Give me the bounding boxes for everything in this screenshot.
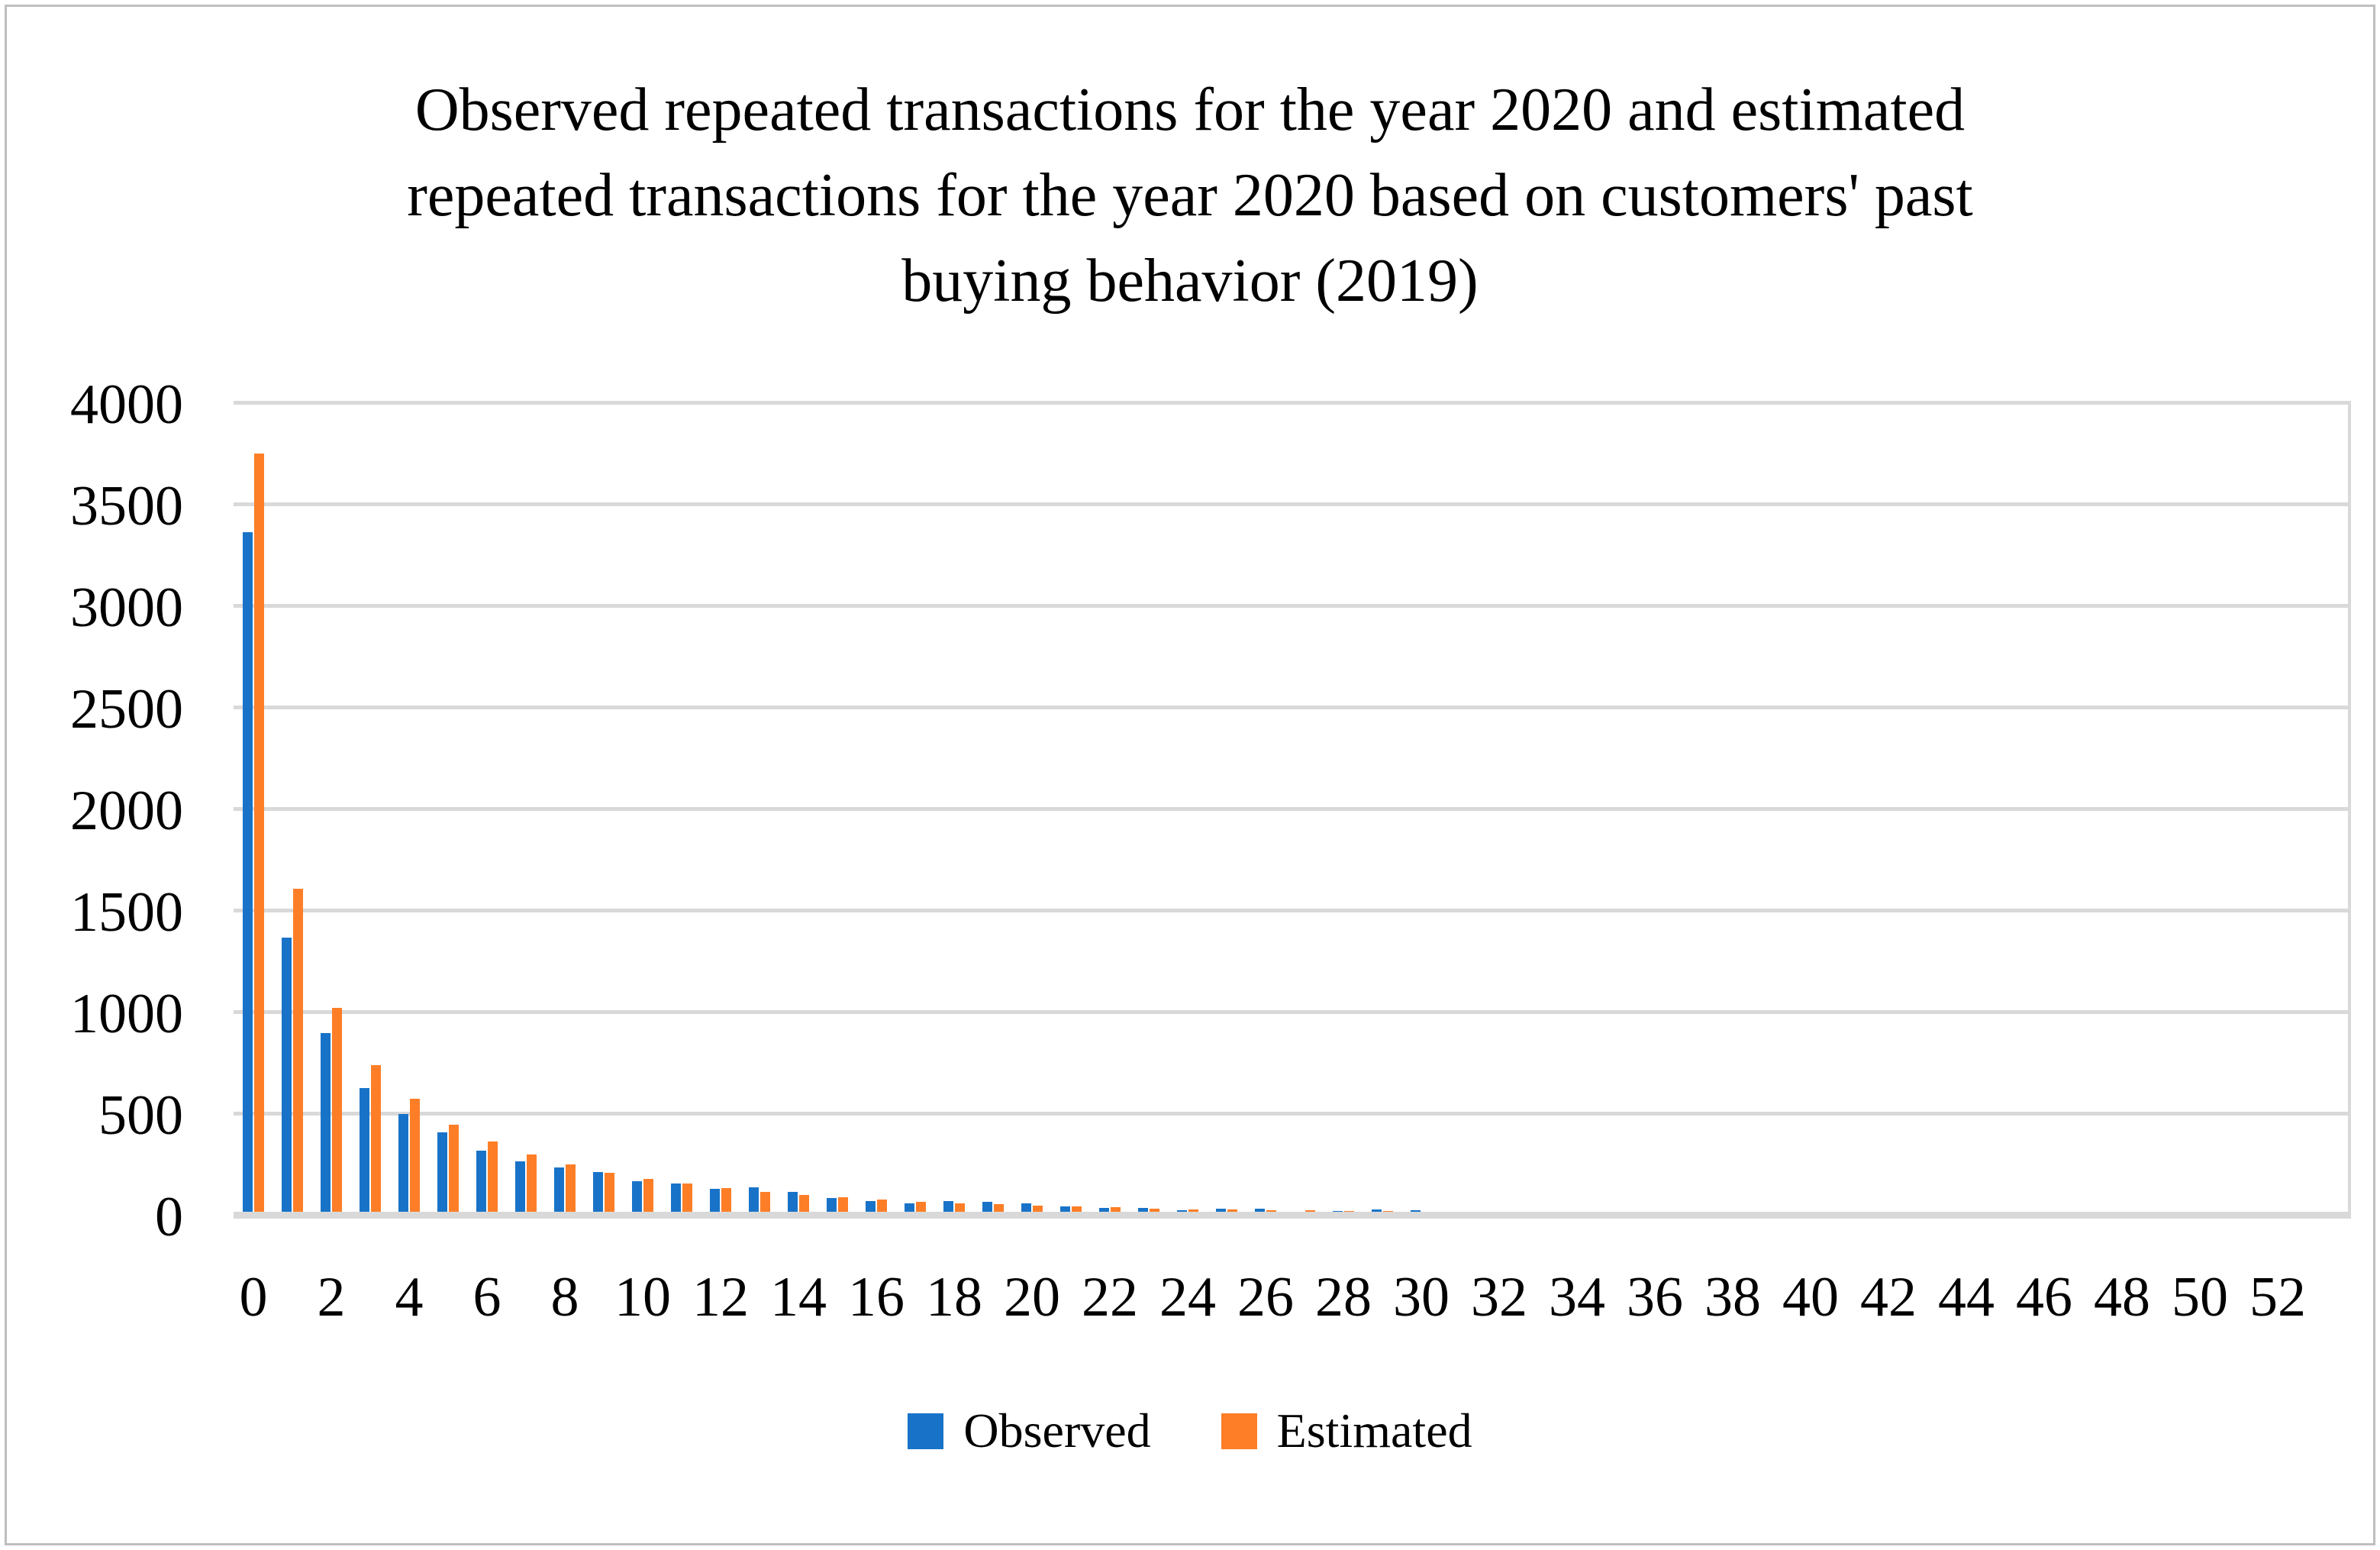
bar-estimated-9 <box>605 1172 614 1215</box>
chart-title-line-1: Observed repeated transactions for the y… <box>414 76 1966 144</box>
bar-estimated-4 <box>410 1099 420 1215</box>
x-axis-tick-label-16: 16 <box>848 1266 905 1329</box>
legend-item-observed: Observed <box>908 1403 1151 1458</box>
bar-estimated-16 <box>877 1199 887 1215</box>
bar-observed-0 <box>243 532 253 1215</box>
bar-estimated-22 <box>1111 1206 1121 1215</box>
observed-swatch-icon <box>908 1413 944 1449</box>
gridline-y-0 <box>234 1211 2351 1219</box>
y-axis-tick-label-3000: 3000 <box>70 576 183 639</box>
x-axis-tick-label-38: 38 <box>1704 1266 1761 1329</box>
x-axis-tick-label-32: 32 <box>1471 1266 1527 1329</box>
y-axis-tick-label-500: 500 <box>98 1084 183 1147</box>
legend-item-estimated: Estimated <box>1221 1406 1472 1455</box>
x-axis-tick-label-6: 6 <box>472 1266 501 1329</box>
x-axis-tick-label-0: 0 <box>239 1266 268 1329</box>
gridline-y-500 <box>234 1111 2351 1116</box>
bar-observed-6 <box>476 1151 486 1215</box>
x-axis-tick-label-26: 26 <box>1237 1266 1294 1329</box>
bar-observed-2 <box>321 1032 331 1215</box>
gridline-y-3000 <box>234 603 2351 608</box>
bar-observed-15 <box>827 1197 837 1215</box>
bar-observed-5 <box>437 1132 447 1215</box>
bar-observed-9 <box>593 1171 603 1215</box>
bar-observed-4 <box>398 1114 408 1215</box>
x-axis-tick-label-12: 12 <box>692 1266 749 1329</box>
bar-estimated-14 <box>799 1195 809 1215</box>
y-axis-tick-label-1500: 1500 <box>70 881 183 944</box>
x-axis-tick-label-50: 50 <box>2172 1266 2228 1329</box>
bar-observed-8 <box>554 1167 564 1215</box>
x-axis-tick-label-44: 44 <box>1938 1266 1995 1329</box>
bar-observed-23 <box>1138 1207 1148 1215</box>
bar-estimated-0 <box>254 453 264 1215</box>
bar-observed-1 <box>282 937 292 1215</box>
bar-estimated-10 <box>643 1179 653 1215</box>
x-axis-tick-label-18: 18 <box>926 1266 982 1329</box>
x-axis-tick-label-10: 10 <box>614 1266 671 1329</box>
bar-observed-3 <box>360 1087 369 1215</box>
bar-estimated-21 <box>1072 1206 1082 1215</box>
chart-title-line-2: repeated transactions for the year 2020 … <box>407 162 1973 229</box>
y-axis-tick-label-0: 0 <box>155 1186 183 1248</box>
bar-estimated-12 <box>721 1188 731 1215</box>
x-axis-tick-label-20: 20 <box>1004 1266 1060 1329</box>
figure-border <box>5 5 2375 1545</box>
bar-observed-12 <box>710 1188 720 1215</box>
x-axis-tick-label-46: 46 <box>2016 1266 2072 1329</box>
x-axis-tick-label-36: 36 <box>1627 1266 1683 1329</box>
bar-estimated-1 <box>293 889 303 1215</box>
x-axis-tick-label-8: 8 <box>550 1266 579 1329</box>
bar-estimated-20 <box>1033 1206 1043 1215</box>
legend-label-estimated: Estimated <box>1276 1403 1472 1458</box>
bar-observed-21 <box>1060 1206 1070 1215</box>
x-axis-tick-label-24: 24 <box>1159 1266 1216 1329</box>
bar-observed-14 <box>788 1191 798 1215</box>
estimated-swatch-icon <box>1221 1413 1257 1449</box>
bar-estimated-2 <box>332 1007 342 1215</box>
chart-title-line-3: buying behavior (2019) <box>901 247 1479 315</box>
bar-estimated-8 <box>566 1164 576 1215</box>
x-axis-tick-label-52: 52 <box>2249 1266 2306 1329</box>
x-axis-tick-label-22: 22 <box>1082 1266 1138 1329</box>
y-axis-tick-label-4000: 4000 <box>70 373 183 436</box>
bar-estimated-6 <box>488 1142 498 1215</box>
x-axis-tick-label-42: 42 <box>1860 1266 1917 1329</box>
gridline-y-2500 <box>234 705 2351 709</box>
bar-estimated-3 <box>371 1065 381 1215</box>
bar-observed-11 <box>671 1183 681 1215</box>
gridline-y-1500 <box>234 908 2351 912</box>
x-axis-tick-label-4: 4 <box>395 1266 424 1329</box>
gridline-y-3500 <box>234 502 2351 506</box>
x-axis-tick-label-40: 40 <box>1782 1266 1839 1329</box>
x-axis-tick-label-48: 48 <box>2094 1266 2150 1329</box>
x-axis-tick-label-34: 34 <box>1549 1266 1605 1329</box>
bar-estimated-5 <box>449 1124 459 1215</box>
bar-observed-22 <box>1099 1207 1109 1215</box>
y-axis-tick-label-2000: 2000 <box>70 780 183 842</box>
bar-observed-7 <box>515 1161 525 1215</box>
x-axis-tick-label-2: 2 <box>317 1266 346 1329</box>
x-axis-tick-label-28: 28 <box>1315 1266 1372 1329</box>
bar-estimated-7 <box>527 1154 537 1215</box>
gridline-y-1000 <box>234 1009 2351 1014</box>
bar-estimated-15 <box>838 1197 848 1215</box>
x-axis-tick-label-30: 30 <box>1393 1266 1450 1329</box>
y-axis-tick-label-1000: 1000 <box>70 983 183 1045</box>
bar-estimated-13 <box>760 1191 770 1215</box>
bar-estimated-11 <box>682 1183 692 1215</box>
legend: Observed Estimated <box>0 1406 2380 1455</box>
gridline-y-2000 <box>234 806 2351 811</box>
y-axis-tick-label-3500: 3500 <box>70 475 183 538</box>
bar-observed-13 <box>749 1187 759 1215</box>
legend-label-observed: Observed <box>963 1403 1151 1458</box>
gridline-y-4000 <box>234 400 2351 405</box>
x-axis-tick-label-14: 14 <box>770 1266 827 1329</box>
bar-observed-10 <box>632 1181 642 1215</box>
chart-title: Observed repeated transactions for the y… <box>0 67 2380 324</box>
y-axis-tick-label-2500: 2500 <box>70 678 183 741</box>
plot-right-border <box>2348 402 2351 1218</box>
